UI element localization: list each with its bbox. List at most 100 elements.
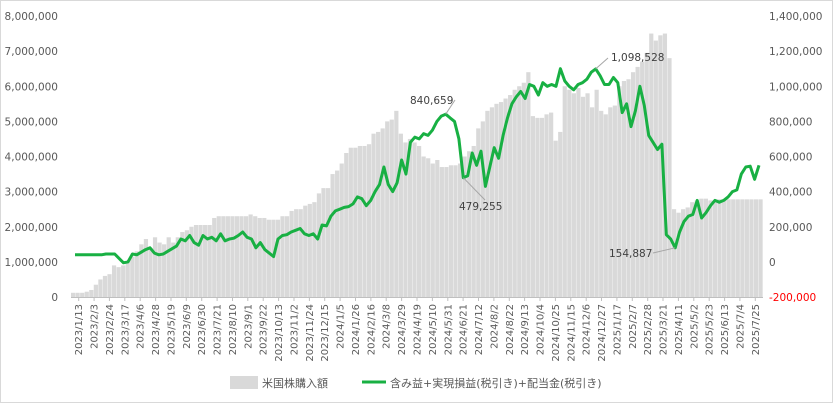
bar [567, 89, 572, 297]
bar [376, 131, 381, 297]
right-tick-label: 600,000 [769, 152, 812, 164]
left-tick-label: 6,000,000 [5, 81, 58, 93]
x-tick-label: 2024/11/15 [566, 304, 577, 362]
bar [307, 203, 312, 297]
bar [257, 217, 262, 297]
line-series [75, 67, 761, 265]
x-tick-label: 2023/8/10 [228, 304, 239, 355]
bar [362, 145, 367, 297]
bar [371, 133, 376, 297]
bar [239, 216, 244, 297]
bar [626, 79, 631, 297]
bar [111, 265, 117, 297]
bar [262, 217, 267, 297]
bar [234, 216, 240, 297]
bar [585, 93, 590, 297]
bar [207, 224, 212, 297]
x-axis: 2023/1/13 2023/2/3 2023/2/24 2023/3/17 2023/… [71, 297, 763, 362]
bar [225, 216, 230, 297]
right-tick-label: 0 [769, 257, 776, 269]
data-label-leader [445, 99, 456, 115]
x-tick-label: 2024/3/29 [397, 304, 408, 355]
bar [476, 128, 481, 297]
x-tick-label: 2025/7/4 [735, 304, 746, 349]
x-tick-label: 2023/4/6 [136, 304, 147, 349]
left-tick-label: 0 [51, 292, 58, 304]
legend-bar-label: 米国株購入額 [262, 376, 328, 390]
bar [294, 209, 299, 297]
bar [544, 114, 549, 297]
bar [298, 209, 303, 297]
bar [344, 152, 349, 297]
right-tick-label: 1,400,000 [769, 11, 822, 23]
bar [253, 216, 258, 297]
bar [685, 207, 690, 297]
bar [448, 165, 454, 297]
bar [93, 284, 98, 297]
bar [398, 133, 403, 297]
x-tick-label: 2024/8/22 [505, 304, 516, 355]
bar [703, 198, 709, 297]
bar [348, 147, 353, 297]
bar [553, 140, 558, 297]
left-tick-label: 1,000,000 [5, 257, 58, 269]
data-label: 1,098,528 [611, 52, 664, 64]
bar [303, 205, 308, 297]
bar [339, 163, 344, 297]
bar [380, 128, 385, 297]
bar [244, 216, 249, 297]
x-tick-label: 2023/6/9 [182, 304, 193, 349]
bar [653, 40, 658, 298]
x-tick-label: 2023/5/19 [167, 304, 178, 355]
x-tick-label: 2024/4/19 [413, 304, 424, 355]
bar [489, 107, 495, 297]
bar [590, 107, 595, 297]
x-tick-label: 2024/12/6 [582, 304, 593, 355]
x-tick-label: 2024/10/4 [536, 304, 547, 355]
bar [321, 188, 326, 297]
bar [230, 216, 235, 297]
bar [403, 142, 408, 297]
legend-bar-swatch [230, 376, 258, 389]
bar [116, 267, 121, 297]
right-tick-label: 400,000 [769, 187, 812, 199]
bar [84, 291, 89, 297]
x-tick-label: 2023/3/17 [120, 304, 131, 355]
bar [189, 226, 194, 297]
x-tick-label: 2025/5/2 [689, 304, 700, 349]
bar [612, 105, 617, 297]
bar [143, 239, 149, 297]
legend-line-label: 含み益+実現損益(税引き)+配当金(税引き) [390, 376, 602, 390]
bar-series [71, 33, 763, 298]
left-y-axis: 0 1,000,000 2,000,000 3,000,000 4,000,000 5,0… [5, 11, 58, 304]
x-tick-label: 2024/7/12 [474, 304, 485, 355]
right-tick-label: 1,200,000 [769, 46, 822, 58]
bar [676, 212, 681, 297]
bar [325, 188, 331, 297]
bar [731, 199, 736, 297]
x-tick-label: 2023/11/2 [290, 304, 301, 355]
bar [248, 214, 253, 297]
bar [549, 112, 554, 297]
bar [193, 224, 199, 297]
bar [635, 66, 640, 298]
bar [330, 174, 335, 297]
bar [526, 72, 531, 297]
bar [166, 237, 171, 297]
bar [722, 200, 727, 297]
bar [134, 251, 139, 297]
bar [708, 200, 713, 297]
bar [385, 121, 390, 298]
bar [162, 244, 167, 297]
bar [735, 199, 740, 297]
bar [152, 237, 158, 297]
bar [512, 89, 517, 297]
x-tick-label: 2023/10/13 [274, 304, 285, 362]
bar [667, 58, 672, 298]
right-tick-label: 1,000,000 [769, 81, 822, 93]
bar [649, 33, 654, 298]
bar [498, 102, 504, 297]
bar [171, 242, 176, 297]
x-tick-label: 2024/10/25 [551, 304, 562, 362]
